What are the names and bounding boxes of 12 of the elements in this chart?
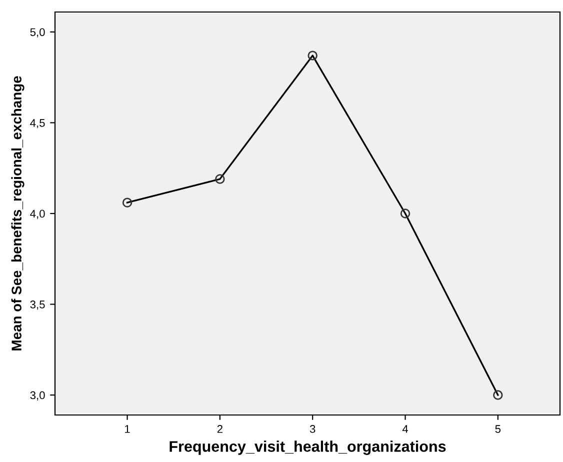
y-tick-label: 3,5 [30, 300, 45, 310]
x-tick-label: 4 [402, 425, 408, 433]
y-tick-label: 4,5 [30, 119, 45, 128]
x-tick-label: 3 [310, 425, 316, 433]
y-tick-label: 4,0 [30, 210, 45, 219]
x-axis-title: Frequency_visit_health_organizations [170, 440, 446, 455]
x-tick-label: 1 [125, 425, 130, 433]
y-tick-label: 3,0 [30, 391, 45, 400]
y-tick-label: 5,0 [30, 28, 45, 38]
x-tick-label: 5 [495, 425, 501, 433]
y-axis-title: Mean of See_benefits_regional_exchange [11, 76, 24, 350]
x-tick-label: 2 [217, 425, 222, 433]
